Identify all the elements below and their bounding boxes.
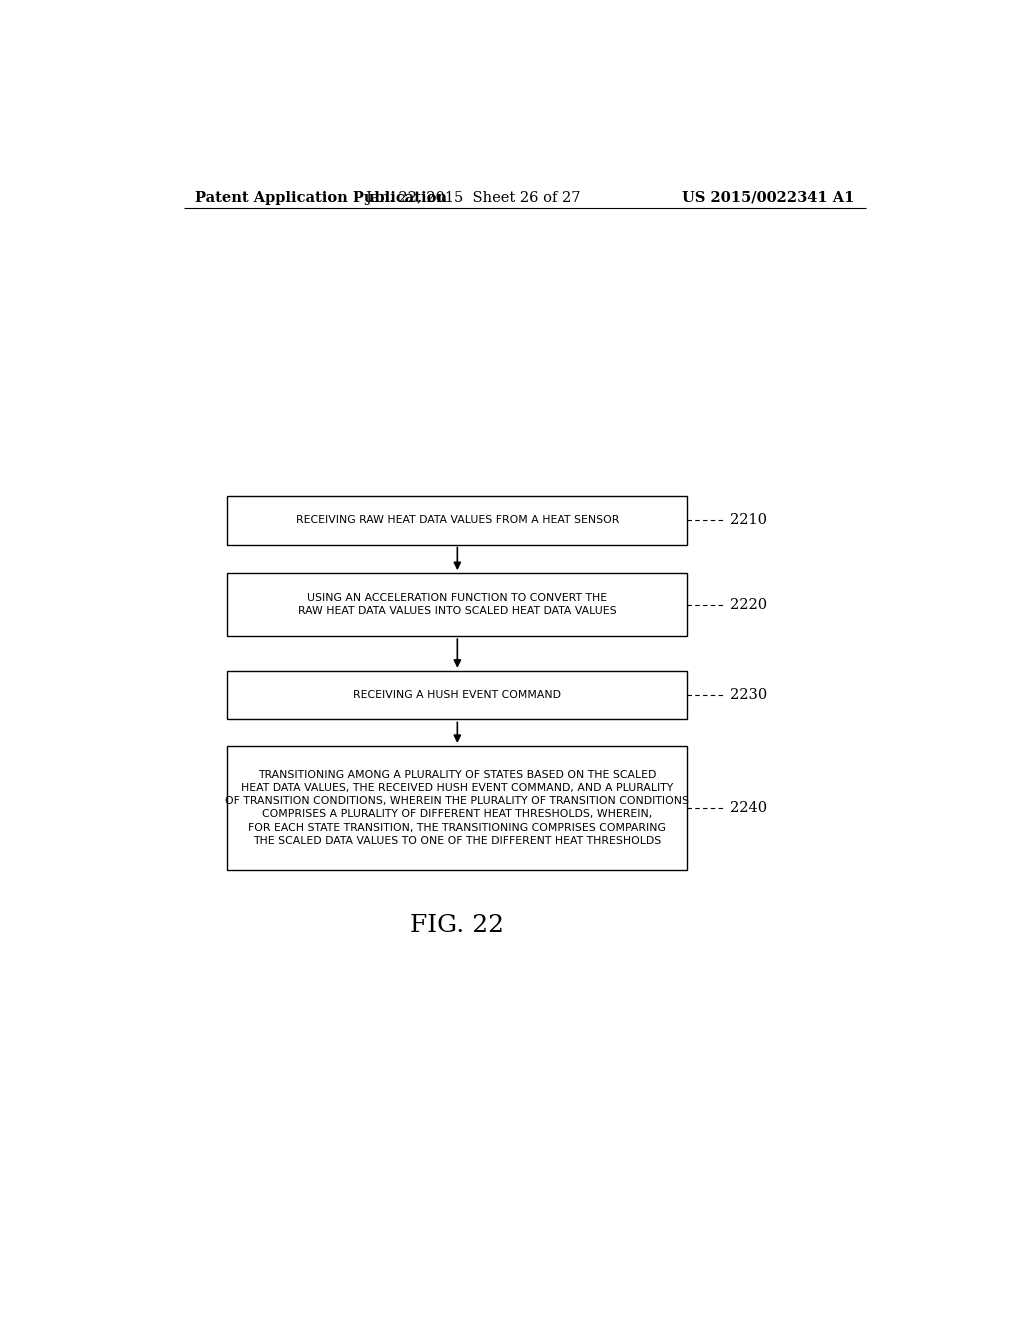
Text: 2230: 2230: [729, 688, 767, 702]
Text: 2210: 2210: [729, 513, 767, 527]
Text: Jan. 22, 2015  Sheet 26 of 27: Jan. 22, 2015 Sheet 26 of 27: [366, 191, 581, 205]
Text: US 2015/0022341 A1: US 2015/0022341 A1: [682, 191, 854, 205]
Text: Patent Application Publication: Patent Application Publication: [196, 191, 447, 205]
Text: TRANSITIONING AMONG A PLURALITY OF STATES BASED ON THE SCALED
HEAT DATA VALUES, : TRANSITIONING AMONG A PLURALITY OF STATE…: [225, 770, 689, 846]
Text: RECEIVING RAW HEAT DATA VALUES FROM A HEAT SENSOR: RECEIVING RAW HEAT DATA VALUES FROM A HE…: [296, 515, 620, 525]
Text: FIG. 22: FIG. 22: [411, 915, 505, 937]
Text: RECEIVING A HUSH EVENT COMMAND: RECEIVING A HUSH EVENT COMMAND: [353, 690, 561, 700]
Text: 2240: 2240: [729, 801, 767, 814]
Bar: [227, 573, 687, 636]
Bar: [227, 746, 687, 870]
Bar: [227, 671, 687, 719]
Text: USING AN ACCELERATION FUNCTION TO CONVERT THE
RAW HEAT DATA VALUES INTO SCALED H: USING AN ACCELERATION FUNCTION TO CONVER…: [298, 593, 616, 616]
Text: 2220: 2220: [729, 598, 767, 611]
Bar: [227, 496, 687, 545]
